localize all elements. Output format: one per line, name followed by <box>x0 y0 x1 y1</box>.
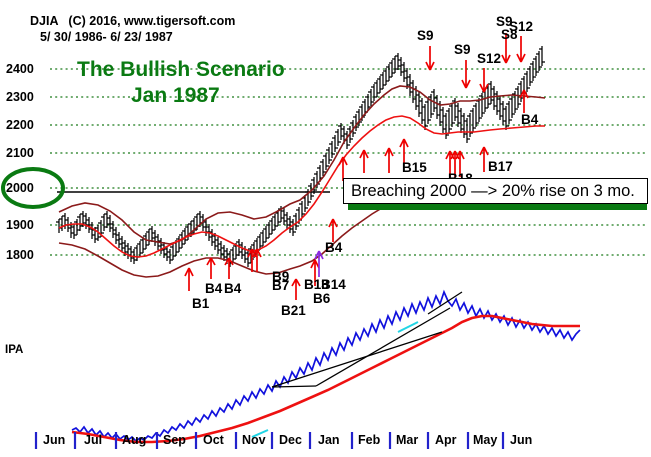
signal-label-b15: B15 <box>402 160 427 175</box>
signal-label-b13: B13 <box>304 277 329 292</box>
x-axis-label-aug: Aug <box>122 433 147 447</box>
signal-label-s8: S8 <box>501 27 518 42</box>
upper-band-line <box>58 85 546 245</box>
mid-band-line <box>58 115 545 258</box>
signal-label-b21: B21 <box>281 303 306 318</box>
ipa-panel-label: IPA <box>5 344 24 356</box>
signal-label-s12-b: S12 <box>509 19 534 34</box>
breach-callout-text: Breaching 2000 —> 20% rise on 3 mo. <box>351 181 635 200</box>
signal-label-b4-d: B4 <box>521 112 539 127</box>
y-axis-label-2000: 2000 <box>6 181 34 195</box>
signal-label-b7: B7 <box>272 278 290 293</box>
signal-label-s12-a: S12 <box>477 51 502 66</box>
signal-label-b9: B9 <box>272 269 290 284</box>
x-axis-label-feb: Feb <box>358 433 381 447</box>
chart-title-line-2: Jan 1987 <box>131 84 220 107</box>
price-bars <box>56 46 545 267</box>
special-arrow <box>314 250 324 277</box>
signal-label-b1: B1 <box>192 296 210 311</box>
chart-title-line-1: The Bullish Scenario <box>77 58 285 81</box>
highlight-ellipse <box>1 167 65 209</box>
signal-label-b4-b: B4 <box>224 281 242 296</box>
breach-callout-bar <box>348 204 647 210</box>
x-axis-label-nov: Nov <box>242 433 266 447</box>
signal-label-s9-b: S9 <box>454 42 471 57</box>
y-axis-label-1800: 1800 <box>6 248 34 262</box>
y-axis-label-2100: 2100 <box>6 146 34 160</box>
ipa-trend-highlight <box>251 321 419 438</box>
sell-arrow-group <box>425 33 526 93</box>
x-axis-label-apr: Apr <box>435 433 457 447</box>
y-axis-label-2300: 2300 <box>6 90 34 104</box>
x-axis-label-oct: Oct <box>203 433 224 447</box>
x-axis-label-jul: Jul <box>84 433 103 447</box>
x-axis-label-jan: Jan <box>318 433 340 447</box>
signal-label-b17: B17 <box>488 159 513 174</box>
y-axis-label-1900: 1900 <box>6 218 34 232</box>
signal-label-b4-a: B4 <box>205 281 223 296</box>
x-axis-label-may: May <box>473 433 498 447</box>
breach-callout-box: Breaching 2000 —> 20% rise on 3 mo. <box>343 178 648 204</box>
ipa-trendlines <box>271 291 463 388</box>
x-axis-label-mar: Mar <box>396 433 419 447</box>
x-axis-ticks <box>34 432 505 449</box>
buy-arrow-group <box>184 89 529 300</box>
y-axis-label-2400: 2400 <box>6 62 34 76</box>
header-line-1: DJIA (C) 2016, www.tigersoft.com <box>30 14 236 28</box>
y-axis-label-2200: 2200 <box>6 118 34 132</box>
x-axis-label-jun-2: Jun <box>510 433 533 447</box>
gridlines <box>50 68 648 256</box>
x-axis-label-sep: Sep <box>163 433 186 447</box>
x-axis-label-jun-1: Jun <box>43 433 66 447</box>
signal-label-s9-c: S9 <box>496 14 513 29</box>
signal-label-s9-a: S9 <box>417 28 434 43</box>
x-axis-label-dec: Dec <box>279 433 302 447</box>
ipa-line <box>71 289 581 443</box>
signal-label-b6: B6 <box>313 291 331 306</box>
header-line-2: 5/ 30/ 1986- 6/ 23/ 1987 <box>40 30 173 44</box>
ipa-average-line <box>71 314 580 444</box>
signal-label-b4-c: B4 <box>325 240 343 255</box>
signal-label-b14: B14 <box>321 277 346 292</box>
